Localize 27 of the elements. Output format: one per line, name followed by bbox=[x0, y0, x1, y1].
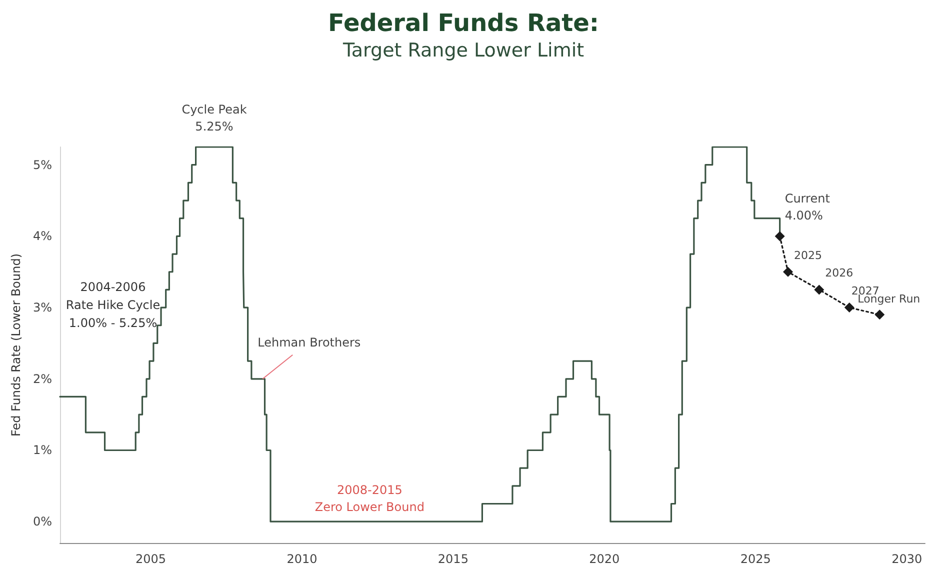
y-tick-label: 1% bbox=[32, 443, 52, 458]
x-tick-label: 2020 bbox=[589, 552, 620, 565]
point bbox=[844, 302, 854, 313]
y-tick-label: 2% bbox=[32, 372, 52, 386]
point bbox=[874, 310, 885, 320]
annotation: 2026 bbox=[825, 266, 854, 280]
annotation: Cycle Peak 5.25% bbox=[182, 102, 247, 134]
point bbox=[814, 284, 824, 295]
annotation: Current 4.00% bbox=[784, 192, 830, 223]
y-axis-title: Fed Funds Rate (Lower Bound) bbox=[9, 253, 23, 437]
x-tick-label: 2025 bbox=[740, 552, 771, 565]
point bbox=[774, 231, 785, 242]
y-tick-label: 3% bbox=[32, 300, 52, 315]
annotation: 2004-2006 Rate Hike Cycle 1.00% - 5.25% bbox=[66, 280, 160, 330]
chart-title: Federal Funds Rate: bbox=[328, 9, 599, 37]
annotation: Lehman Brothers bbox=[258, 335, 361, 350]
x-tick-label: 2030 bbox=[892, 552, 922, 565]
x-tick-label: 2005 bbox=[135, 552, 166, 565]
x-tick-label: 2015 bbox=[438, 552, 468, 565]
point bbox=[782, 266, 793, 277]
y-tick-label: 4% bbox=[32, 229, 52, 244]
y-tick-label: 0% bbox=[32, 514, 52, 529]
y-tick-label: 5% bbox=[32, 158, 52, 172]
chart-subtitle: Target Range Lower Limit bbox=[342, 40, 584, 62]
annotation: 2008-2015 Zero Lower Bound bbox=[314, 483, 424, 514]
annotation: 2025 bbox=[794, 248, 822, 262]
x-tick-label: 2010 bbox=[286, 552, 318, 565]
